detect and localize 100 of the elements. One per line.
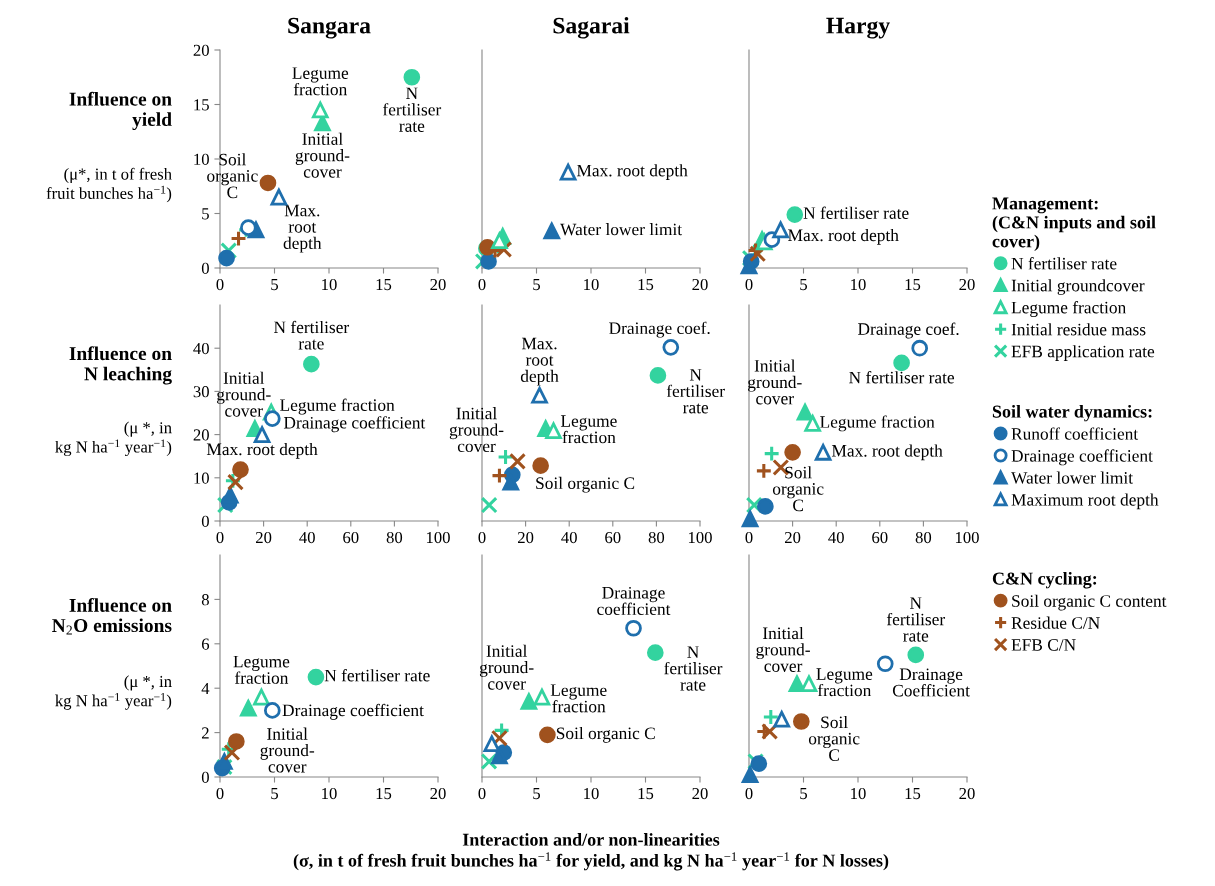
x-tick-label: 20 bbox=[430, 278, 446, 291]
x-tick-label: 60 bbox=[605, 531, 621, 544]
annotation: Drainage coef. bbox=[609, 321, 710, 338]
y-tick-label: 6 bbox=[201, 638, 210, 650]
annotation: N fertiliser rate bbox=[274, 320, 350, 350]
annotation: Initial ground- cover bbox=[748, 359, 802, 405]
x-tick-label: 0 bbox=[216, 787, 224, 800]
x-tick-label: 40 bbox=[299, 531, 315, 544]
x-axis-title: Interaction and/or non-linearities (σ, in t of fresh fruit bunches ha$^{−1}$ for yield, and kg N ha$^{−1}$ year$^{−1}$ for N losses) bbox=[293, 833, 889, 871]
annotation: Legume fraction bbox=[292, 67, 349, 96]
annotation: Legume fraction bbox=[280, 398, 395, 415]
annotation: Soil organic C bbox=[808, 715, 860, 761]
y-tick-label: 0 bbox=[201, 771, 209, 783]
annotation: Initial ground- cover bbox=[295, 132, 350, 178]
annotation: Legume fraction bbox=[816, 668, 873, 697]
annotation: Initial ground- cover bbox=[756, 626, 810, 672]
legend-label: Water lower limit bbox=[1011, 471, 1133, 484]
x-tick-label: 100 bbox=[955, 531, 979, 544]
x-tick-label: 5 bbox=[533, 279, 541, 291]
chart-title: Sangara bbox=[288, 17, 371, 39]
x-tick-label: 0 bbox=[478, 278, 486, 291]
annotation: Drainage coefficient bbox=[282, 703, 424, 720]
x-tick-label: 5 bbox=[533, 788, 541, 800]
annotation: N fertiliser rate bbox=[803, 206, 909, 219]
annotation: Soil organic C bbox=[772, 466, 824, 512]
x-tick-label: 20 bbox=[430, 787, 446, 800]
y-axis-title: Influence on yield bbox=[69, 91, 172, 131]
y-tick-label: 15 bbox=[194, 99, 209, 111]
y-tick-label: 40 bbox=[193, 342, 209, 355]
x-tick-label: 0 bbox=[216, 531, 224, 544]
annotation: Legume fraction bbox=[550, 684, 607, 713]
x-tick-label: 100 bbox=[426, 531, 450, 544]
annotation: Max. root depth bbox=[788, 228, 899, 245]
annotation: Legume fraction bbox=[820, 415, 935, 432]
x-tick-label: 80 bbox=[915, 531, 932, 544]
annotation: Max. root depth bbox=[206, 442, 318, 459]
x-tick-label: 0 bbox=[745, 278, 753, 291]
chart-title: Sagarai bbox=[553, 16, 630, 39]
annotation: Max. root depth bbox=[283, 204, 322, 253]
annotation: Legume fraction bbox=[560, 415, 617, 444]
annotation: N fertiliser rate bbox=[324, 669, 430, 682]
y-axis-title: Influence on N leaching bbox=[69, 346, 172, 385]
x-tick-label: 20 bbox=[959, 787, 975, 800]
text: (μ *, in kg N ha$^{−1}$ year$^{−1}$) bbox=[55, 421, 172, 457]
y-tick-label: 20 bbox=[193, 44, 209, 56]
text: (μ*, in t of fresh fruit bunches ha$^{−1}$) bbox=[46, 167, 172, 203]
annotation: Drainage coefficient bbox=[283, 416, 426, 433]
annotation: Water lower limit bbox=[560, 223, 683, 236]
x-tick-label: 80 bbox=[648, 531, 665, 544]
legend-label: Legume fraction bbox=[1011, 301, 1126, 318]
x-tick-label: 10 bbox=[322, 787, 337, 800]
x-tick-label: 20 bbox=[692, 787, 708, 800]
annotation: Max. root depth bbox=[576, 164, 688, 180]
y-tick-label: 4 bbox=[201, 683, 210, 694]
y-tick-label: 30 bbox=[193, 386, 209, 398]
annotation: Initial ground- cover bbox=[449, 407, 504, 453]
annotation: N fertiliser rate bbox=[664, 646, 723, 691]
legend-label: Maximum root depth bbox=[1011, 493, 1159, 510]
x-tick-label: 0 bbox=[745, 787, 753, 800]
y-tick-label: 20 bbox=[193, 429, 209, 441]
x-tick-label: 0 bbox=[745, 531, 753, 544]
x-tick-label: 20 bbox=[518, 531, 534, 544]
legend-label: Residue C/N bbox=[1011, 616, 1100, 629]
annotation: Initial ground- cover bbox=[260, 727, 315, 773]
x-tick-label: 10 bbox=[584, 787, 599, 800]
x-tick-label: 20 bbox=[692, 278, 708, 291]
annotation: N fertiliser rate bbox=[666, 369, 725, 414]
x-tick-label: 15 bbox=[905, 278, 921, 291]
annotation: Soil organic C bbox=[536, 476, 635, 493]
legend-label: Soil organic C content bbox=[1012, 594, 1167, 611]
annotation: Drainage Coefficient bbox=[892, 668, 970, 697]
text: (μ *, in kg N ha$^{−1}$ year$^{−1}$) bbox=[55, 675, 172, 710]
x-tick-label: 15 bbox=[376, 787, 392, 800]
legend-label: EFB application rate bbox=[1011, 345, 1155, 361]
x-tick-label: 10 bbox=[322, 278, 337, 291]
x-tick-label: 10 bbox=[851, 787, 866, 800]
x-tick-label: 10 bbox=[584, 278, 599, 291]
x-tick-label: 15 bbox=[638, 278, 654, 291]
x-tick-label: 60 bbox=[343, 531, 359, 544]
annotation: N fertiliser rate bbox=[886, 597, 946, 642]
annotation: Drainage coefficient bbox=[597, 586, 671, 616]
x-tick-label: 20 bbox=[785, 531, 801, 544]
text: C&N cycling: bbox=[992, 571, 1097, 589]
legend-label: Drainage coefficient bbox=[1011, 449, 1153, 466]
x-tick-label: 5 bbox=[271, 279, 279, 291]
y-tick-label: 10 bbox=[194, 472, 209, 484]
legend-label: EFB C/N bbox=[1011, 639, 1076, 651]
legend-label: N fertiliser rate bbox=[1011, 257, 1117, 270]
annotation: Max. root depth bbox=[831, 444, 943, 461]
annotation: Drainage coef. bbox=[857, 322, 959, 339]
text: Soil water dynamics: bbox=[992, 404, 1152, 422]
y-tick-label: 2 bbox=[201, 727, 209, 739]
annotation: N fertiliser rate bbox=[382, 87, 442, 132]
legend-label: Initial groundcover bbox=[1011, 279, 1145, 295]
y-tick-label: 0 bbox=[201, 262, 209, 274]
x-tick-label: 10 bbox=[851, 278, 866, 291]
x-tick-label: 0 bbox=[478, 787, 486, 800]
legend-label: Initial residue mass bbox=[1011, 323, 1146, 336]
y-tick-label: 0 bbox=[201, 515, 209, 527]
x-tick-label: 20 bbox=[959, 278, 975, 291]
